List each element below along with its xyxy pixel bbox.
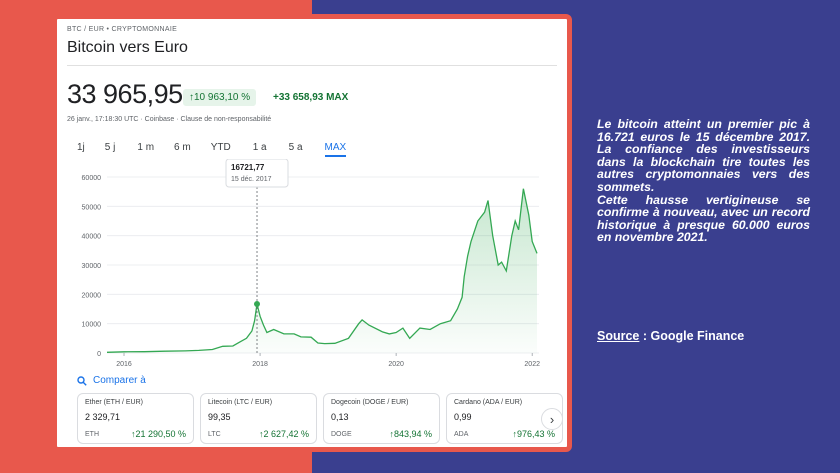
side-paragraph-2: Cette hausse vertigineuse se confirme à …: [597, 192, 810, 245]
tab-1d[interactable]: 1j: [77, 142, 85, 153]
tile-change: ↑21 290,50 %: [130, 429, 186, 439]
next-tiles-button[interactable]: ›: [541, 408, 563, 430]
tile-name: Cardano (ADA / EUR): [454, 399, 523, 406]
tab-ytd[interactable]: YTD: [210, 142, 231, 153]
y-tick-label: 0: [97, 351, 101, 358]
tab-5y[interactable]: 5 a: [288, 142, 303, 153]
tile-price: 99,35: [208, 412, 231, 422]
side-description: Le bitcoin atteint un premier pic à 16.7…: [597, 118, 810, 244]
tab-1y[interactable]: 1 a: [252, 142, 267, 153]
tile-name: Ether (ETH / EUR): [85, 399, 143, 406]
tab-max[interactable]: MAX: [324, 142, 347, 157]
tile-name: Litecoin (LTC / EUR): [208, 399, 273, 406]
compare-tiles: Ether (ETH / EUR) 2 329,71 ETH ↑21 290,5…: [77, 393, 563, 444]
absolute-change: +33 658,93 MAX: [273, 92, 349, 103]
source-line: Source : Google Finance: [597, 329, 744, 343]
chevron-right-icon: ›: [549, 411, 555, 427]
tile-symbol: DOGE: [331, 431, 352, 438]
tooltip-value: 16721,77: [231, 163, 265, 172]
current-price: 33 965,95: [67, 79, 183, 109]
tooltip-date: 15 déc. 2017: [231, 176, 272, 183]
compare-tile-eth[interactable]: Ether (ETH / EUR) 2 329,71 ETH ↑21 290,5…: [77, 393, 194, 444]
tab-1m[interactable]: 1 m: [137, 142, 155, 153]
price-area: [107, 188, 537, 353]
tile-symbol: LTC: [208, 431, 221, 438]
x-axis-ticks: 2016 2018 2020 2022: [116, 353, 540, 368]
tab-6m[interactable]: 6 m: [174, 142, 191, 153]
y-tick-label: 10000: [82, 322, 102, 329]
marker-dot: [254, 300, 261, 307]
side-paragraph-1: Le bitcoin atteint un premier pic à 16.7…: [597, 117, 810, 194]
price-chart[interactable]: 0 10000 20000 30000 40000 50000 60000 2016 2018…: [57, 159, 567, 375]
y-tick-label: 30000: [82, 263, 102, 270]
compare-tile-ltc[interactable]: Litecoin (LTC / EUR) 99,35 LTC ↑2 627,42…: [200, 393, 317, 444]
price-line: [106, 188, 538, 353]
x-tick-label: 2016: [116, 361, 132, 368]
chart-tooltip: 16721,77 15 déc. 2017: [225, 159, 289, 188]
tile-change: ↑976,43 %: [512, 429, 555, 439]
tile-change: ↑843,94 %: [389, 429, 432, 439]
timestamp: 26 janv., 17:18:30 UTC · Coinbase · Clau…: [67, 116, 272, 123]
tile-name: Dogecoin (DOGE / EUR): [331, 399, 409, 406]
source-label: Source: [597, 329, 640, 343]
search-icon: [77, 375, 87, 386]
compare-label: Comparer à: [93, 375, 146, 386]
y-tick-label: 60000: [82, 175, 102, 182]
y-tick-label: 40000: [82, 234, 102, 241]
x-tick-label: 2020: [388, 361, 404, 368]
page-title: Bitcoin vers Euro: [67, 39, 188, 56]
finance-card: BTC / EUR • CRYPTOMONNAIE Bitcoin vers E…: [52, 14, 572, 452]
tile-symbol: ETH: [85, 431, 99, 438]
y-tick-label: 50000: [82, 204, 102, 211]
x-tick-label: 2022: [524, 361, 540, 368]
tile-price: 0,13: [331, 412, 349, 422]
tile-change: ↑2 627,42 %: [258, 429, 309, 439]
tile-symbol: ADA: [454, 431, 469, 438]
range-tabs: 1j 5 j 1 m 6 m YTD 1 a 5 a MAX: [77, 142, 347, 157]
compare-tile-doge[interactable]: Dogecoin (DOGE / EUR) 0,13 DOGE ↑843,94 …: [323, 393, 440, 444]
breadcrumb: BTC / EUR • CRYPTOMONNAIE: [67, 26, 178, 33]
percent-change-badge: ↑10 963,10 %: [183, 89, 257, 106]
divider: [67, 65, 557, 66]
tile-price: 2 329,71: [85, 412, 121, 422]
tile-price: 0,99: [454, 412, 472, 422]
y-axis-ticks: 0 10000 20000 30000 40000 50000 60000: [82, 175, 102, 358]
tab-5d[interactable]: 5 j: [104, 142, 116, 153]
x-tick-label: 2018: [252, 361, 268, 368]
y-tick-label: 20000: [82, 292, 102, 299]
compare-link[interactable]: Comparer à: [77, 375, 146, 386]
source-name: : Google Finance: [639, 329, 745, 343]
